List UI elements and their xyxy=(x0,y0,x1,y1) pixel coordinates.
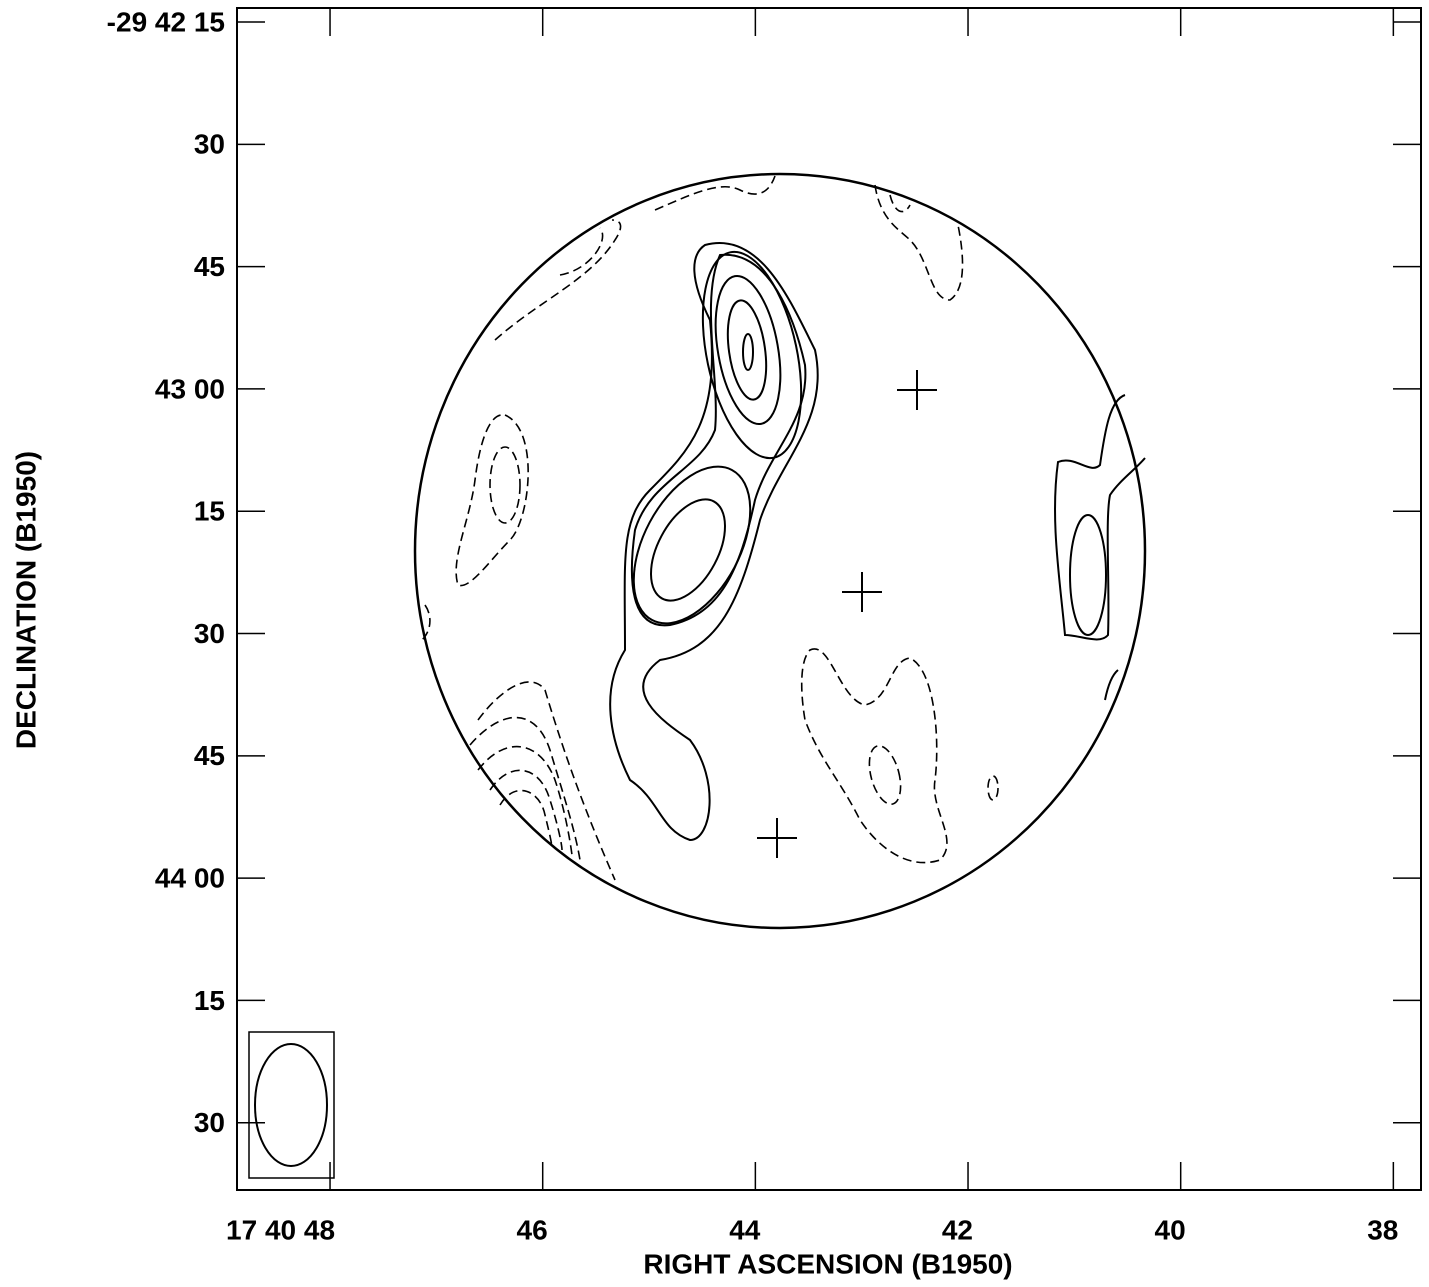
cross-marker xyxy=(842,572,882,612)
contour xyxy=(650,498,726,602)
contour xyxy=(477,745,573,856)
contour xyxy=(489,446,521,524)
y-tick-label: 45 xyxy=(194,740,225,771)
contour xyxy=(654,175,776,211)
contour xyxy=(632,465,752,625)
y-tick-label: 30 xyxy=(194,618,225,649)
contour xyxy=(889,194,911,213)
plot-frame xyxy=(236,7,1422,1191)
contour xyxy=(455,414,529,587)
x-tick-label: 44 xyxy=(729,1214,761,1245)
contour xyxy=(489,769,563,851)
beam xyxy=(248,1031,335,1179)
contours xyxy=(413,172,1147,930)
contour xyxy=(714,274,782,426)
contour xyxy=(800,648,948,864)
contour xyxy=(1069,514,1107,636)
contour xyxy=(477,681,616,881)
cross-marker xyxy=(897,370,937,410)
markers xyxy=(757,370,937,858)
contour xyxy=(701,250,803,460)
x-tick-label: 42 xyxy=(942,1214,973,1245)
beam-box xyxy=(248,1031,335,1179)
x-axis-label: RIGHT ASCENSION (B1950) xyxy=(643,1248,1012,1279)
y-tick-label: 30 xyxy=(194,1107,225,1138)
x-tick-label: 46 xyxy=(517,1214,548,1245)
contour xyxy=(630,253,807,627)
y-tick-label: -29 42 15 xyxy=(107,6,225,37)
beam-ellipse xyxy=(254,1043,328,1167)
y-tick-label: 15 xyxy=(194,985,225,1016)
y-axis-label: DECLINATION (B1950) xyxy=(10,451,41,749)
field-boundary xyxy=(413,172,1147,930)
contour xyxy=(494,219,622,341)
contour xyxy=(469,716,581,861)
contour xyxy=(1054,394,1146,641)
cross-marker xyxy=(757,818,797,858)
x-tick-label: 17 40 48 xyxy=(226,1214,335,1245)
contour xyxy=(726,299,768,401)
x-tick-label: 40 xyxy=(1155,1214,1186,1245)
contour xyxy=(609,242,819,842)
y-tick-label: 44 00 xyxy=(155,863,225,894)
y-tick-label: 43 00 xyxy=(155,373,225,404)
contour xyxy=(742,333,754,371)
y-tick-label: 45 xyxy=(194,251,225,282)
contour xyxy=(868,744,902,806)
contour xyxy=(874,184,964,301)
contour xyxy=(421,604,431,641)
y-tick-label: 30 xyxy=(194,129,225,160)
contour xyxy=(1104,669,1119,701)
contour xyxy=(559,227,604,276)
y-tick-label: 15 xyxy=(194,496,225,527)
contour xyxy=(499,789,553,849)
contour xyxy=(987,775,999,801)
x-tick-label: 38 xyxy=(1367,1214,1398,1245)
